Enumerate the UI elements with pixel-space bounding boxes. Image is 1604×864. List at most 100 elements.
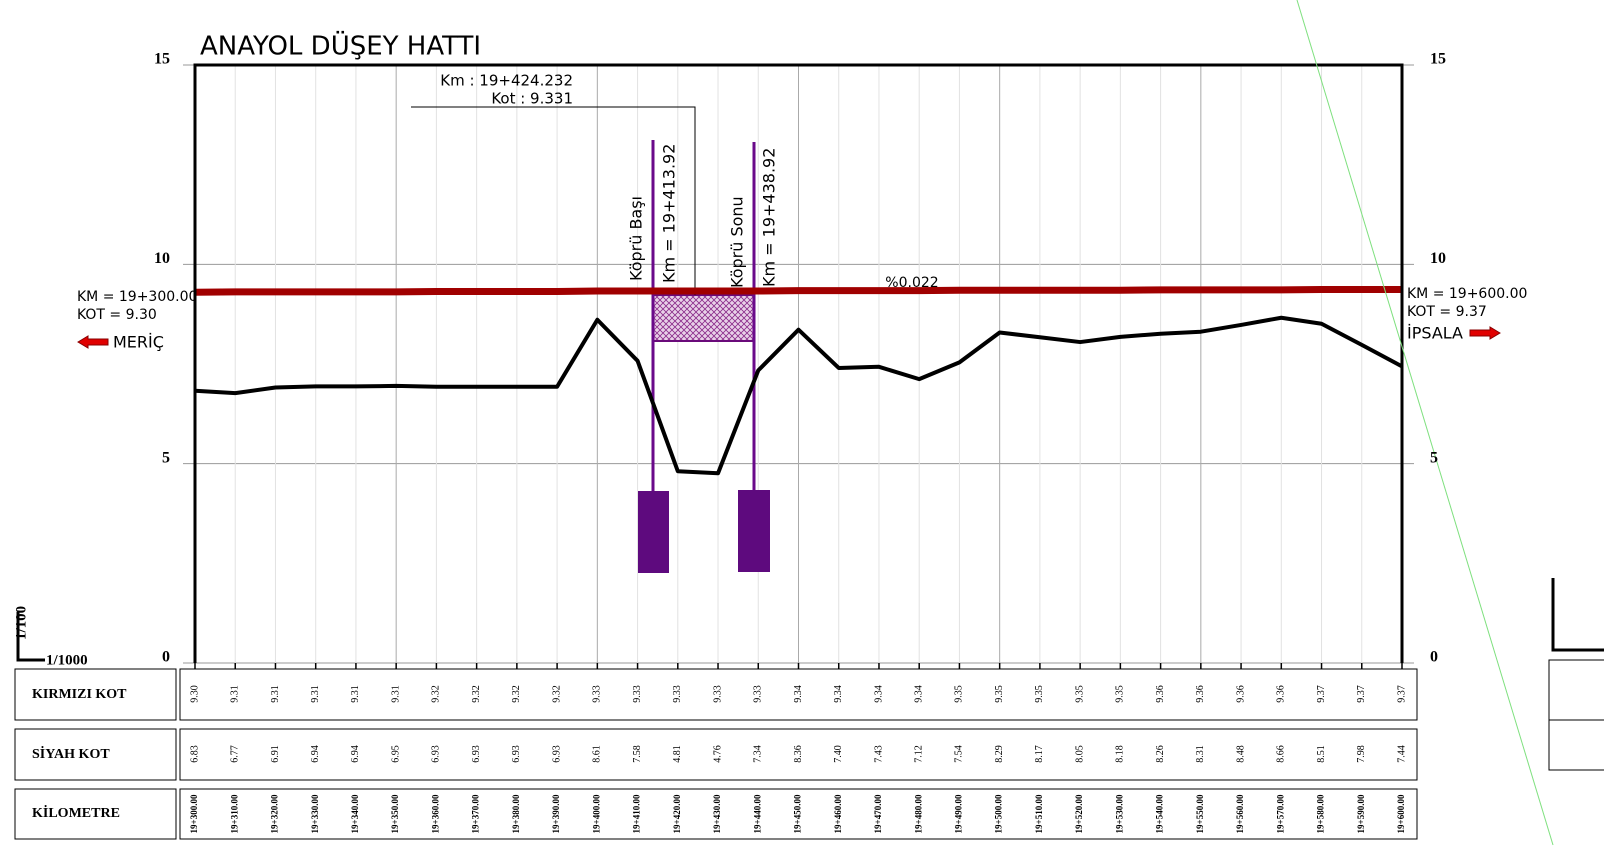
x-tick-label: 19+300.00 bbox=[189, 794, 199, 833]
y2-tick-label: 15 bbox=[1430, 51, 1446, 68]
value-label: 7.98 bbox=[1356, 745, 1367, 763]
x-tick-label: 19+350.00 bbox=[390, 794, 400, 833]
value-label: 6.93 bbox=[511, 745, 522, 763]
x-tick-label: 19+450.00 bbox=[793, 794, 803, 833]
x-tick-label: 19+560.00 bbox=[1235, 794, 1245, 833]
value-label: 9.32 bbox=[551, 685, 562, 703]
x-tick-label: 19+500.00 bbox=[994, 794, 1004, 833]
y2-tick-label: 0 bbox=[1430, 649, 1438, 666]
value-label: 9.34 bbox=[833, 685, 844, 703]
value-label: 8.48 bbox=[1235, 745, 1246, 763]
bridge-deck bbox=[652, 294, 755, 342]
value-label: 8.61 bbox=[592, 745, 603, 763]
x-tick-label: 19+570.00 bbox=[1275, 794, 1285, 833]
frame bbox=[193, 63, 1404, 663]
row-data-box bbox=[179, 788, 1418, 840]
chart-title: ANAYOL DÜŞEY HATTI bbox=[200, 30, 481, 62]
value-label: 9.35 bbox=[994, 685, 1005, 703]
row-label: KİLOMETRE bbox=[32, 804, 120, 821]
value-label: 9.34 bbox=[913, 685, 924, 703]
value-label: 9.36 bbox=[1276, 685, 1287, 703]
value-label: 9.31 bbox=[270, 685, 281, 703]
value-label: 9.35 bbox=[1115, 685, 1126, 703]
x-tick-label: 19+510.00 bbox=[1034, 794, 1044, 833]
x-tick-label: 19+390.00 bbox=[551, 794, 561, 833]
value-label: 9.36 bbox=[1195, 685, 1206, 703]
y-tick-label: 5 bbox=[162, 449, 170, 466]
ground-line bbox=[194, 315, 1403, 476]
x-tick-label: 19+430.00 bbox=[712, 794, 722, 833]
value-label: 7.43 bbox=[873, 745, 884, 763]
value-label: 8.31 bbox=[1195, 745, 1206, 763]
value-label: 9.31 bbox=[390, 685, 401, 703]
grid-layer bbox=[183, 64, 1414, 664]
y-tick-label: 0 bbox=[162, 649, 170, 666]
scale-symbol-partial bbox=[1551, 578, 1604, 652]
value-label: 9.32 bbox=[471, 685, 482, 703]
value-label: 9.32 bbox=[511, 685, 522, 703]
value-label: 7.12 bbox=[913, 745, 924, 763]
value-label: 7.44 bbox=[1396, 745, 1407, 763]
value-label: 7.58 bbox=[632, 745, 643, 763]
bridge-pier bbox=[638, 491, 669, 573]
x-tick-label: 19+330.00 bbox=[310, 794, 320, 833]
value-label: 6.91 bbox=[270, 745, 281, 763]
x-tick-label: 19+370.00 bbox=[471, 794, 481, 833]
value-label: 6.83 bbox=[189, 745, 200, 763]
value-label: 8.29 bbox=[994, 745, 1005, 763]
x-tick-label: 19+320.00 bbox=[270, 794, 280, 833]
x-tick-label: 19+410.00 bbox=[632, 794, 642, 833]
value-label: 4.81 bbox=[672, 745, 683, 763]
y-tick-label: 15 bbox=[154, 51, 170, 68]
value-label: 8.17 bbox=[1034, 745, 1045, 763]
bridge-pier bbox=[738, 490, 770, 572]
value-label: 9.31 bbox=[310, 685, 321, 703]
row-label-box bbox=[14, 788, 177, 840]
value-label: 7.40 bbox=[833, 745, 844, 763]
value-label: 6.93 bbox=[431, 745, 442, 763]
x-tick-label: 19+590.00 bbox=[1356, 794, 1366, 833]
value-label: 9.33 bbox=[712, 685, 723, 703]
row-label: SİYAH KOT bbox=[32, 745, 110, 762]
x-tick-label: 19+480.00 bbox=[913, 794, 923, 833]
design-grade-line bbox=[194, 285, 1402, 296]
value-label: 8.66 bbox=[1276, 745, 1287, 763]
row-label: KIRMIZI KOT bbox=[32, 687, 127, 702]
value-label: 8.51 bbox=[1316, 745, 1327, 763]
value-label: 6.94 bbox=[310, 745, 321, 763]
row-data-box bbox=[179, 728, 1418, 781]
value-label: 9.37 bbox=[1396, 685, 1407, 703]
guide-line bbox=[1296, 0, 1554, 846]
y2-tick-label: 10 bbox=[1430, 250, 1446, 267]
x-tick-label: 19+340.00 bbox=[350, 794, 360, 833]
value-label: 9.37 bbox=[1356, 685, 1367, 703]
value-label: 8.26 bbox=[1155, 745, 1166, 763]
x-tick-label: 19+420.00 bbox=[672, 794, 682, 833]
value-label: 6.93 bbox=[551, 745, 562, 763]
right-direction: İPSALA bbox=[1407, 324, 1463, 343]
scale-symbol bbox=[16, 612, 45, 662]
x-tick-label: 19+460.00 bbox=[833, 794, 843, 833]
x-tick-label: 19+470.00 bbox=[873, 794, 883, 833]
callout-line bbox=[411, 106, 696, 295]
x-tick-label: 19+580.00 bbox=[1316, 794, 1326, 833]
value-label: 9.37 bbox=[1316, 685, 1327, 703]
x-tick-label: 19+600.00 bbox=[1396, 794, 1406, 833]
x-tick-label: 19+540.00 bbox=[1155, 794, 1165, 833]
value-label: 9.35 bbox=[1034, 685, 1045, 703]
y2-tick-label: 5 bbox=[1430, 449, 1438, 466]
left-km: KM = 19+300.00 bbox=[77, 289, 197, 305]
scale-vertical: 1/100 bbox=[13, 606, 29, 640]
value-label: 9.33 bbox=[753, 685, 764, 703]
partial-box bbox=[1548, 719, 1604, 771]
callout-kot: Kot : 9.331 bbox=[491, 90, 573, 108]
x-tick-label: 19+530.00 bbox=[1114, 794, 1124, 833]
value-label: 9.33 bbox=[672, 685, 683, 703]
value-label: 6.93 bbox=[471, 745, 482, 763]
row-label-box bbox=[14, 668, 177, 721]
value-label: 9.32 bbox=[431, 685, 442, 703]
row-label-box bbox=[14, 728, 177, 781]
y-tick-label: 10 bbox=[154, 250, 170, 267]
bridge-end-km: Km = 19+438.92 bbox=[760, 148, 779, 287]
